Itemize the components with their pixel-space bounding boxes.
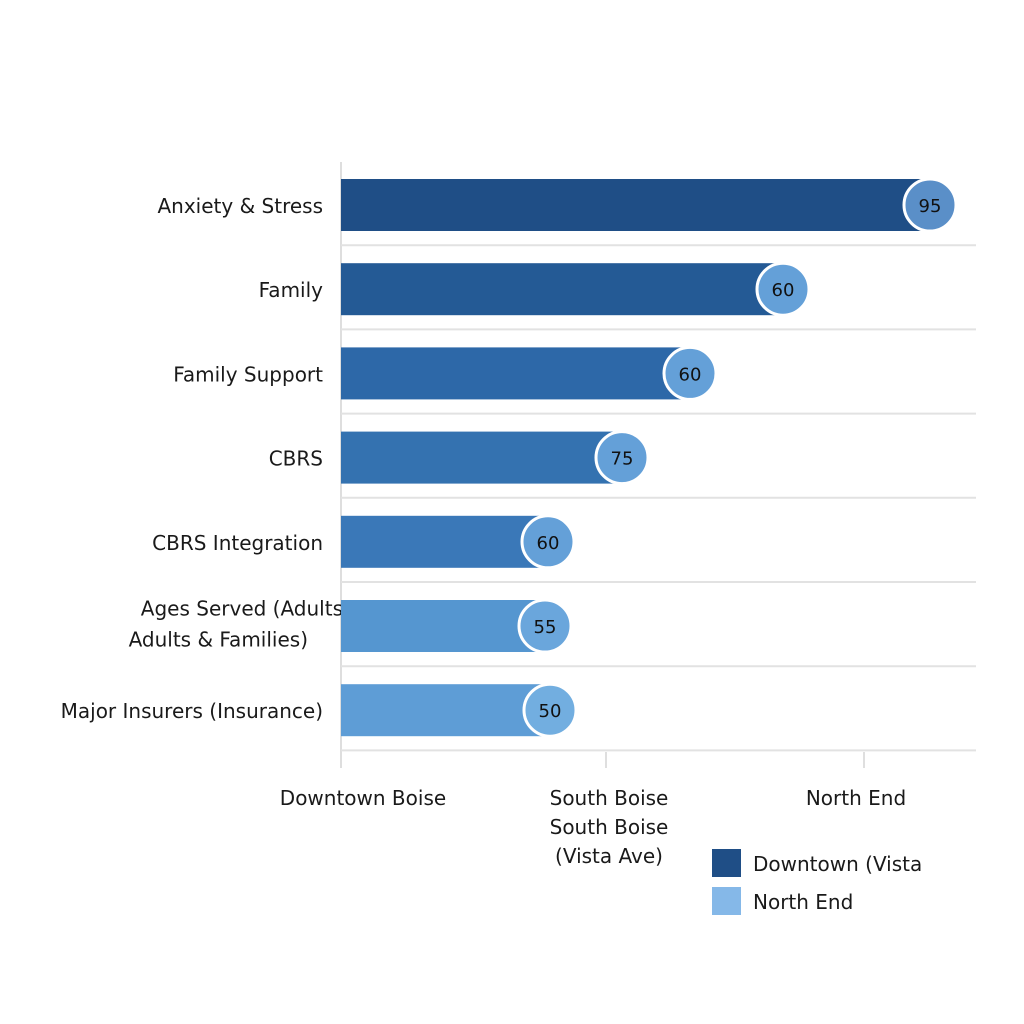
data-label: 50 xyxy=(539,701,562,722)
data-label-bubble xyxy=(755,261,811,317)
data-label: 95 xyxy=(919,196,942,217)
legend-label: Downtown (Vista xyxy=(753,852,922,876)
legend-swatch xyxy=(712,887,741,915)
bar xyxy=(341,515,548,568)
x-tick-label: South Boise xyxy=(550,815,669,839)
data-label-bubble xyxy=(662,345,718,401)
legend-swatch xyxy=(712,849,741,877)
bar xyxy=(341,347,690,400)
data-label-bubble xyxy=(522,682,578,738)
category-label: CBRS Integration xyxy=(152,531,323,555)
data-label: 60 xyxy=(772,280,795,301)
x-tick-label: North End xyxy=(806,786,906,810)
legend-label: North End xyxy=(753,890,853,914)
x-tick-label: Downtown Boise xyxy=(280,786,446,810)
bar xyxy=(341,600,545,652)
data-label: 75 xyxy=(611,449,634,470)
data-label: 55 xyxy=(534,617,557,638)
category-label: Family Support xyxy=(173,362,323,386)
bar xyxy=(341,263,783,316)
category-label: Adults & Families) xyxy=(129,628,308,652)
bar xyxy=(341,431,622,484)
x-tick-label: South Boise xyxy=(550,786,669,810)
bar xyxy=(341,684,550,737)
data-label: 60 xyxy=(679,364,702,385)
data-label-bubble xyxy=(902,177,958,233)
category-label: Major Insurers (Insurance) xyxy=(61,699,323,723)
category-label: CBRS xyxy=(269,447,323,471)
data-label-bubble xyxy=(594,430,650,486)
data-label-bubble xyxy=(520,514,576,570)
data-label: 60 xyxy=(537,533,560,554)
category-label: Anxiety & Stress xyxy=(157,194,323,218)
bar xyxy=(341,179,930,231)
data-label-bubble xyxy=(517,598,573,654)
x-tick-label: (Vista Ave) xyxy=(555,844,663,868)
category-label: Family xyxy=(259,278,324,302)
category-label: Ages Served (Adults xyxy=(141,597,343,621)
